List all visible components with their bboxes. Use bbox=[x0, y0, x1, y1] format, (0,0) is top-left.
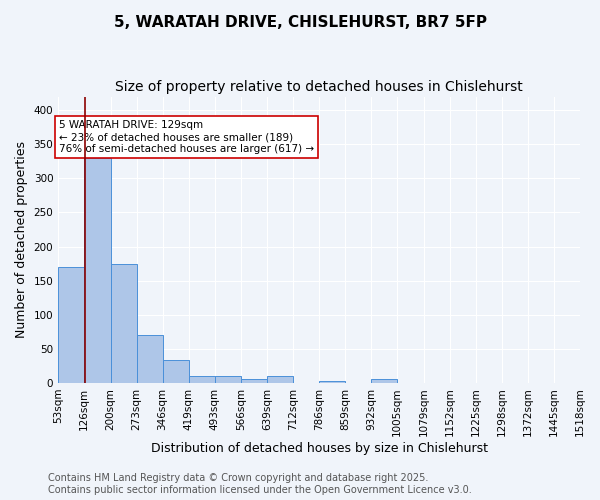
Bar bbox=[84, 158, 110, 383]
Bar bbox=[241, 380, 267, 383]
Title: Size of property relative to detached houses in Chislehurst: Size of property relative to detached ho… bbox=[115, 80, 523, 94]
Bar bbox=[267, 376, 293, 383]
Text: 5 WARATAH DRIVE: 129sqm
← 23% of detached houses are smaller (189)
76% of semi-d: 5 WARATAH DRIVE: 129sqm ← 23% of detache… bbox=[59, 120, 314, 154]
Bar bbox=[110, 264, 137, 383]
Text: Contains HM Land Registry data © Crown copyright and database right 2025.
Contai: Contains HM Land Registry data © Crown c… bbox=[48, 474, 472, 495]
Bar bbox=[163, 360, 188, 383]
Bar bbox=[215, 376, 241, 383]
Text: 5, WARATAH DRIVE, CHISLEHURST, BR7 5FP: 5, WARATAH DRIVE, CHISLEHURST, BR7 5FP bbox=[113, 15, 487, 30]
X-axis label: Distribution of detached houses by size in Chislehurst: Distribution of detached houses by size … bbox=[151, 442, 488, 455]
Bar bbox=[371, 380, 397, 383]
Bar bbox=[319, 382, 345, 383]
Y-axis label: Number of detached properties: Number of detached properties bbox=[15, 141, 28, 338]
Bar bbox=[188, 376, 215, 383]
Bar bbox=[58, 267, 84, 383]
Bar bbox=[137, 335, 163, 383]
